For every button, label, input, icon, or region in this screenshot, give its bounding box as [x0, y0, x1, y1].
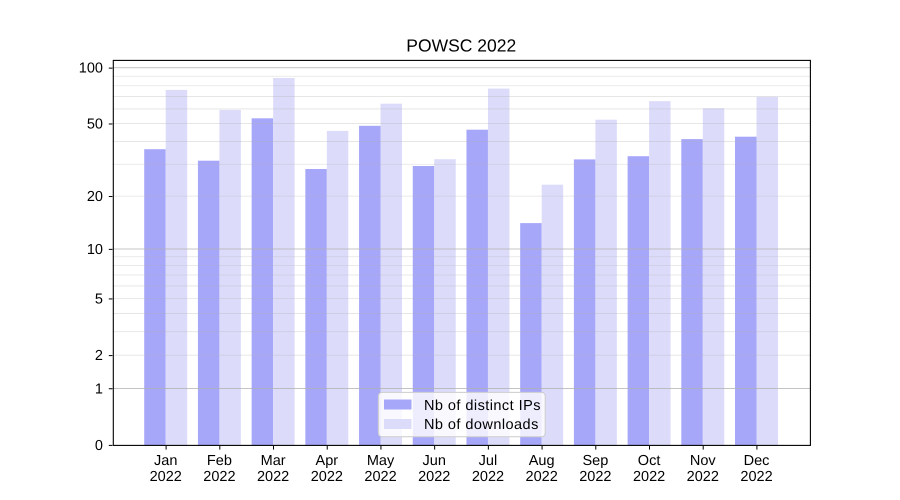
svg-text:2022: 2022: [526, 469, 558, 485]
svg-text:Jun: Jun: [423, 453, 446, 469]
svg-text:POWSC 2022: POWSC 2022: [406, 36, 516, 56]
svg-text:Feb: Feb: [207, 453, 232, 469]
svg-text:May: May: [367, 453, 395, 469]
svg-text:50: 50: [87, 117, 103, 133]
svg-text:5: 5: [95, 292, 103, 308]
svg-text:Aug: Aug: [529, 453, 555, 469]
svg-text:2022: 2022: [472, 469, 504, 485]
svg-text:2022: 2022: [418, 469, 450, 485]
svg-text:2022: 2022: [257, 469, 289, 485]
svg-text:2022: 2022: [633, 469, 665, 485]
svg-text:100: 100: [79, 61, 103, 77]
svg-text:Jan: Jan: [154, 453, 177, 469]
svg-text:20: 20: [87, 189, 103, 205]
svg-text:Jul: Jul: [479, 453, 498, 469]
svg-text:Dec: Dec: [744, 453, 770, 469]
svg-text:2022: 2022: [740, 469, 772, 485]
svg-text:2022: 2022: [364, 469, 396, 485]
svg-text:2022: 2022: [687, 469, 719, 485]
svg-text:Mar: Mar: [261, 453, 286, 469]
svg-text:Nb of distinct IPs: Nb of distinct IPs: [424, 398, 541, 414]
svg-text:2022: 2022: [579, 469, 611, 485]
svg-text:2022: 2022: [203, 469, 235, 485]
svg-text:Nb of downloads: Nb of downloads: [424, 417, 539, 433]
svg-text:2: 2: [95, 348, 103, 364]
svg-text:2022: 2022: [311, 469, 343, 485]
svg-text:10: 10: [87, 242, 103, 258]
svg-text:Sep: Sep: [582, 453, 608, 469]
svg-text:Oct: Oct: [638, 453, 661, 469]
svg-text:Nov: Nov: [690, 453, 717, 469]
svg-text:0: 0: [95, 438, 103, 454]
svg-text:Apr: Apr: [316, 453, 339, 469]
svg-text:2022: 2022: [150, 469, 182, 485]
svg-text:1: 1: [95, 381, 103, 397]
